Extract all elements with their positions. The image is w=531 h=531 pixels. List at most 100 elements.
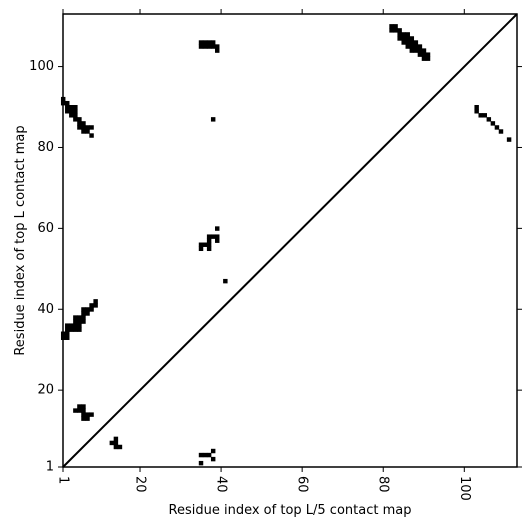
contact-point (69, 323, 74, 328)
contact-point (409, 48, 415, 53)
contact-point (73, 113, 78, 118)
contact-point (482, 113, 487, 118)
contact-point (81, 121, 86, 126)
contact-point (215, 44, 220, 49)
contact-point (73, 105, 78, 110)
contact-point (206, 452, 212, 458)
contact-point (69, 113, 74, 118)
contact-point (89, 125, 94, 130)
contact-point (417, 52, 423, 57)
y-tick-label: 20 (37, 383, 54, 398)
contact-point (474, 109, 479, 114)
contact-point (405, 40, 410, 45)
contact-point (210, 117, 216, 122)
contact-point (113, 440, 119, 446)
contact-point (405, 36, 410, 41)
contact-point (198, 460, 204, 466)
contact-point (81, 404, 86, 409)
y-tick-label: 80 (37, 140, 54, 155)
contact-point (425, 52, 431, 57)
contact-point (198, 40, 204, 45)
contact-point (397, 32, 402, 37)
contact-point (210, 448, 216, 454)
contact-point (206, 44, 212, 49)
contact-point (113, 436, 119, 442)
contact-point (198, 452, 204, 458)
y-tick-label: 40 (37, 302, 54, 317)
contact-point (73, 315, 78, 320)
contact-point (417, 48, 423, 53)
contact-point (77, 121, 82, 126)
contact-point (210, 44, 216, 49)
contact-point (202, 40, 208, 45)
contact-point (81, 311, 86, 316)
contact-point (206, 242, 212, 247)
contact-point (85, 416, 90, 421)
contact-point (393, 24, 398, 29)
contact-point (389, 24, 394, 29)
contact-point (109, 440, 115, 446)
diagonal-line (62, 13, 518, 468)
contact-point (405, 44, 410, 49)
contact-point (425, 56, 431, 61)
contact-point (478, 113, 483, 118)
contact-point (421, 48, 427, 53)
x-tick-label: 80 (376, 476, 391, 493)
contact-point (413, 48, 419, 53)
contact-point (215, 238, 220, 243)
contact-point (65, 105, 70, 110)
contact-point (202, 452, 208, 458)
contact-point (206, 234, 212, 239)
y-tick-label: 60 (37, 221, 54, 236)
contact-point (85, 307, 90, 312)
contact-point (210, 234, 216, 239)
contact-point (198, 242, 204, 247)
contact-point (65, 335, 70, 340)
contact-point (389, 28, 394, 33)
contact-point (89, 133, 94, 138)
contact-point (486, 117, 492, 122)
contact-point (202, 44, 208, 49)
contact-point (73, 327, 78, 332)
contact-point (77, 323, 82, 328)
contact-point (409, 36, 415, 41)
contact-point (77, 117, 82, 122)
contact-point (215, 234, 220, 239)
contact-point (81, 129, 86, 134)
contact-point (413, 40, 419, 45)
contact-point (81, 315, 86, 320)
x-tick-label: 1 (56, 476, 71, 484)
contact-point (65, 100, 70, 106)
contact-point (506, 137, 512, 142)
contact-point (73, 117, 78, 122)
contact-point (65, 331, 70, 336)
contact-point (93, 303, 98, 308)
contact-point (77, 408, 82, 413)
contact-point (65, 109, 70, 114)
x-axis-title: Residue index of top L/5 contact map (169, 503, 412, 518)
x-tick-label: 60 (295, 476, 310, 493)
x-tick-label: 20 (133, 476, 148, 493)
contact-point (206, 40, 212, 45)
contact-point (206, 246, 212, 252)
contact-point (490, 121, 496, 126)
contact-point (65, 327, 70, 332)
contact-point (77, 125, 82, 130)
contact-point (393, 28, 398, 33)
contact-point (401, 36, 406, 41)
contact-point (81, 416, 86, 421)
contact-point (77, 319, 82, 324)
contact-point (202, 242, 208, 247)
x-tick-label: 40 (214, 476, 229, 493)
contact-points (60, 24, 512, 466)
contact-point (77, 404, 82, 409)
contact-point (81, 307, 86, 312)
contact-point (397, 28, 402, 33)
contact-point (81, 125, 86, 130)
contact-point (215, 226, 220, 231)
contact-point (89, 303, 94, 308)
x-tick-label: 100 (457, 476, 472, 501)
y-axis-title: Residue index of top L contact map (13, 125, 28, 355)
